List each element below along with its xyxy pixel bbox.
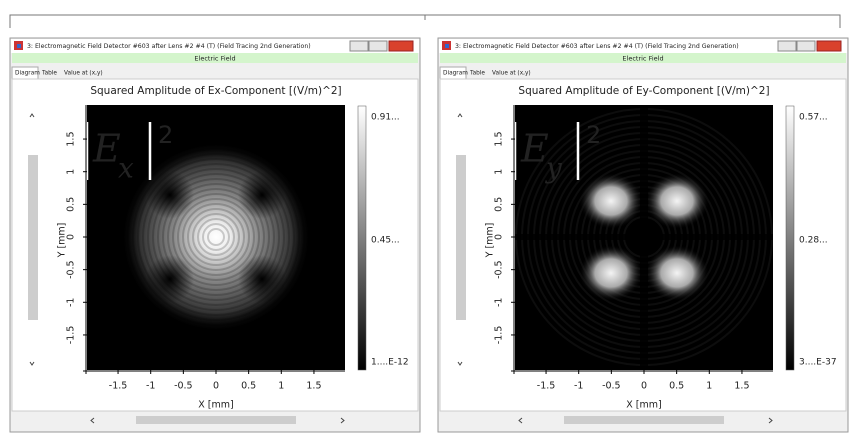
x-axis-label: X [mm] — [626, 400, 661, 411]
minimize-button[interactable] — [778, 41, 796, 51]
y-tick-label: 1 — [494, 169, 505, 175]
field-component: y — [544, 152, 563, 185]
y-tick-label: -1 — [66, 298, 77, 307]
field-power: 2 — [158, 121, 173, 149]
v-scroll-thumb[interactable] — [28, 155, 38, 320]
dark-spot — [238, 255, 286, 303]
y-tick-label: -0.5 — [66, 260, 77, 279]
subtitle: Electric Field — [194, 55, 235, 63]
window-title: 3: Electromagnetic Field Detector #603 a… — [27, 43, 311, 50]
field-power: 2 — [586, 121, 601, 149]
x-tick-label: 0.5 — [241, 381, 256, 392]
lobe — [579, 245, 643, 301]
subtitle: Electric Field — [622, 55, 663, 63]
window-icon-inner — [17, 44, 21, 48]
y-tick-label: 0.5 — [66, 197, 77, 212]
x-tick-label: 0 — [213, 381, 219, 392]
x-tick-label: -1.5 — [537, 381, 556, 392]
dark-spot — [146, 171, 194, 219]
window-icon-inner — [445, 44, 449, 48]
group-bracket — [10, 15, 840, 28]
x-tick-label: -1 — [146, 381, 155, 392]
window: 3: Electromagnetic Field Detector #603 a… — [438, 38, 848, 432]
y-tick-label: -1.5 — [66, 326, 77, 345]
colorbar-label: 0.28... — [799, 236, 828, 246]
x-tick-label: -0.5 — [174, 381, 193, 392]
colorbar-label: 3....E-37 — [799, 358, 837, 368]
y-tick-label: -0.5 — [494, 260, 505, 279]
v-scroll-thumb[interactable] — [456, 155, 466, 320]
field-symbol: E — [520, 127, 549, 171]
y-axis-label: Y [mm] — [485, 223, 496, 259]
field-component: x — [118, 152, 134, 185]
tab[interactable]: Diagram — [443, 71, 468, 77]
window-title: 3: Electromagnetic Field Detector #603 a… — [455, 43, 739, 50]
x-tick-label: 1.5 — [306, 381, 321, 392]
x-tick-label: 1 — [278, 381, 284, 392]
h-scroll-thumb[interactable] — [136, 416, 296, 424]
y-axis-label: Y [mm] — [57, 223, 68, 259]
plot-title: Squared Amplitude of Ey-Component [(V/m)… — [518, 85, 769, 97]
colorbar-label: 0.45... — [371, 236, 400, 246]
colorbar-label: 0.91... — [371, 113, 400, 123]
colorbar-label: 0.57... — [799, 113, 828, 123]
x-tick-label: 0.5 — [669, 381, 684, 392]
x-tick-label: 1.5 — [734, 381, 749, 392]
lobe — [645, 245, 709, 301]
maximize-button[interactable] — [797, 41, 815, 51]
maximize-button[interactable] — [369, 41, 387, 51]
minimize-button[interactable] — [350, 41, 368, 51]
y-tick-label: 1.5 — [66, 131, 77, 146]
tab[interactable]: Table — [469, 71, 485, 77]
y-tick-label: -1 — [494, 298, 505, 307]
dark-spot — [238, 171, 286, 219]
tab[interactable]: Table — [41, 71, 57, 77]
colorbar — [358, 106, 366, 370]
page: 3: Electromagnetic Field Detector #603 a… — [0, 0, 850, 437]
h-scroll-thumb[interactable] — [564, 416, 724, 424]
lobe — [645, 173, 709, 229]
close-button[interactable] — [817, 41, 841, 51]
x-axis-label: X [mm] — [198, 400, 233, 411]
lobe — [579, 173, 643, 229]
colorbar-label: 1....E-12 — [371, 358, 409, 368]
colorbar — [786, 106, 794, 370]
screen: 3: Electromagnetic Field Detector #603 a… — [0, 0, 850, 437]
y-tick-label: 1 — [66, 169, 77, 175]
x-tick-label: 0 — [641, 381, 647, 392]
plot-title: Squared Amplitude of Ex-Component [(V/m)… — [90, 85, 341, 97]
tab[interactable]: Value at (x,y) — [64, 71, 103, 77]
field-symbol: E — [92, 127, 121, 171]
dark-spot — [146, 255, 194, 303]
y-tick-label: 1.5 — [494, 131, 505, 146]
gap-v — [640, 105, 648, 370]
x-tick-label: -0.5 — [602, 381, 621, 392]
tab[interactable]: Value at (x,y) — [492, 71, 531, 77]
window: 3: Electromagnetic Field Detector #603 a… — [10, 38, 420, 432]
x-tick-label: 1 — [706, 381, 712, 392]
x-tick-label: -1.5 — [109, 381, 128, 392]
x-tick-label: -1 — [574, 381, 583, 392]
y-tick-label: -1.5 — [494, 326, 505, 345]
tab[interactable]: Diagram — [15, 71, 40, 77]
y-tick-label: 0.5 — [494, 197, 505, 212]
close-button[interactable] — [389, 41, 413, 51]
